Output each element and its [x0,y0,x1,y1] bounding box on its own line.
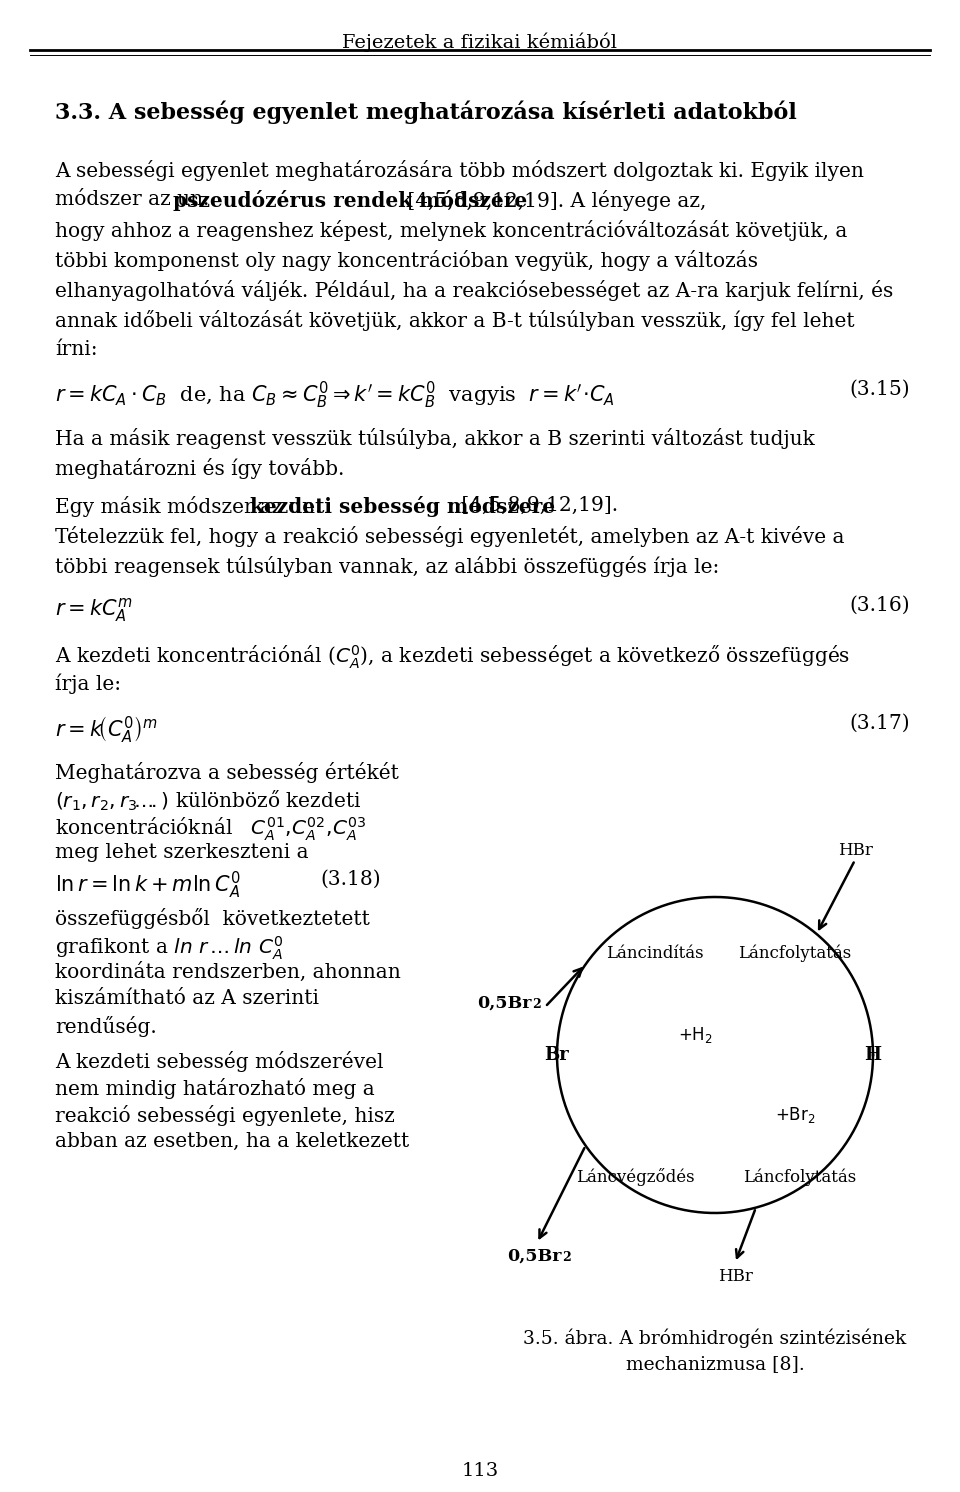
Text: H: H [865,1046,881,1064]
Text: $r = kC_{A} \cdot C_{B}$  de, ha $C_{B} \approx C_{B}^{0} \Rightarrow k' = kC_{B: $r = kC_{A} \cdot C_{B}$ de, ha $C_{B} \… [55,380,615,412]
Text: írja le:: írja le: [55,674,121,694]
Text: írni:: írni: [55,340,98,360]
Text: meghatározni és így tovább.: meghatározni és így tovább. [55,458,345,479]
Text: Egy másik módszer az un.: Egy másik módszer az un. [55,495,327,518]
Text: rendűség.: rendűség. [55,1016,156,1037]
Text: 0,5Br: 0,5Br [507,1247,562,1265]
Text: reakció sebességi egyenlete, hisz: reakció sebességi egyenlete, hisz [55,1106,395,1126]
Text: Láncfolytatás: Láncfolytatás [738,944,852,962]
Text: Tételezzük fel, hogy a reakció sebességi egyenletét, amelyben az A-t kivéve a: Tételezzük fel, hogy a reakció sebességi… [55,527,845,548]
Text: 113: 113 [462,1462,498,1480]
Text: $r = kC_{A}^{m}$: $r = kC_{A}^{m}$ [55,595,132,624]
Text: A sebességi egyenlet meghatározására több módszert dolgoztak ki. Egyik ilyen: A sebességi egyenlet meghatározására töb… [55,160,864,181]
Text: meg lehet szerkeszteni a: meg lehet szerkeszteni a [55,843,308,862]
FancyArrowPatch shape [616,1177,699,1212]
Text: (3.16): (3.16) [850,595,910,615]
Text: pszeudózérus rendek módszere: pszeudózérus rendek módszere [173,189,527,210]
Text: koncentrációknál   $C_{A}^{01},\!C_{A}^{02},\!C_{A}^{03}$: koncentrációknál $C_{A}^{01},\!C_{A}^{02… [55,816,367,843]
Text: Láncindítás: Láncindítás [606,944,704,962]
Text: Meghatározva a sebesség értékét: Meghatározva a sebesség értékét [55,762,398,783]
Text: $+\mathrm{Br}_2$: $+\mathrm{Br}_2$ [775,1106,815,1125]
Text: koordináta rendszerben, ahonnan: koordináta rendszerben, ahonnan [55,962,400,982]
Text: annak időbeli változását követjük, akkor a B-t túlsúlyban vesszük, így fel lehet: annak időbeli változását követjük, akkor… [55,310,854,331]
Text: nem mindig határozható meg a: nem mindig határozható meg a [55,1079,374,1100]
Text: elhanyagolhatóvá váljék. Például, ha a reakciósebességet az A-ra karjuk felírni,: elhanyagolhatóvá váljék. Például, ha a r… [55,280,893,301]
FancyArrowPatch shape [547,968,582,1006]
Text: kezdeti sebesség módszere: kezdeti sebesség módszere [250,495,555,518]
Text: többi reagensek túlsúlyban vannak, az alábbi összefüggés írja le:: többi reagensek túlsúlyban vannak, az al… [55,557,719,577]
Text: (3.17): (3.17) [850,715,910,733]
Text: 3.3. A sebesség egyenlet meghatározása kísérleti adatokból: 3.3. A sebesség egyenlet meghatározása k… [55,100,797,124]
Text: [4,5,8,9,12,19].: [4,5,8,9,12,19]. [455,495,618,515]
Text: 2: 2 [562,1250,571,1264]
Text: $(r_1, r_2, r_3\!\ldots\!.)$ különböző kezdeti: $(r_1, r_2, r_3\!\ldots\!.)$ különböző k… [55,789,361,813]
Text: mechanizmusa [8].: mechanizmusa [8]. [626,1355,804,1373]
Text: (3.18): (3.18) [320,870,380,889]
FancyArrowPatch shape [818,1112,862,1174]
FancyArrowPatch shape [736,1210,755,1258]
Text: Br: Br [544,1046,569,1064]
Text: A kezdeti koncentrációnál ($C_{A}^{0}$), a kezdeti sebességet a következő összef: A kezdeti koncentrációnál ($C_{A}^{0}$),… [55,645,851,671]
Text: 2: 2 [532,998,540,1012]
Text: HBr: HBr [837,841,873,859]
Text: kiszámítható az A szerinti: kiszámítható az A szerinti [55,989,319,1009]
Text: módszer az un.: módszer az un. [55,189,216,209]
FancyArrowPatch shape [540,1149,585,1238]
FancyArrowPatch shape [819,862,853,930]
Text: grafikont a $\mathit{ln}\ r\,\ldots\,\mathit{ln}\ C_{A}^{0}$: grafikont a $\mathit{ln}\ r\,\ldots\,\ma… [55,935,283,962]
Text: Ha a másik reagenst vesszük túlsúlyba, akkor a B szerinti változást tudjuk: Ha a másik reagenst vesszük túlsúlyba, a… [55,428,815,449]
Text: HBr: HBr [717,1268,753,1285]
FancyArrowPatch shape [616,898,699,932]
Text: 0,5Br: 0,5Br [477,995,532,1012]
Text: A kezdeti sebesség módszerével: A kezdeti sebesség módszerével [55,1050,383,1071]
Text: többi komponenst oly nagy koncentrációban vegyük, hogy a változás: többi komponenst oly nagy koncentrációba… [55,251,758,272]
Text: Láncvégződés: Láncvégződés [576,1168,694,1186]
Text: $+\mathrm{H}_2$: $+\mathrm{H}_2$ [678,1025,712,1044]
Text: 3.5. ábra. A brómhidrogén szintézisének: 3.5. ábra. A brómhidrogén szintézisének [523,1328,906,1347]
Text: hogy ahhoz a reagenshez képest, melynek koncentrációváltozását követjük, a: hogy ahhoz a reagenshez képest, melynek … [55,219,848,242]
Text: [4,5,8,9,12,19]. A lényege az,: [4,5,8,9,12,19]. A lényege az, [401,189,707,210]
Text: (3.15): (3.15) [850,380,910,398]
Text: $\ln r = \ln k + m\ln C_{A}^{0}$: $\ln r = \ln k + m\ln C_{A}^{0}$ [55,870,241,901]
Text: Fejezetek a fizikai kémiából: Fejezetek a fizikai kémiából [343,31,617,52]
Text: abban az esetben, ha a keletkezett: abban az esetben, ha a keletkezett [55,1132,409,1150]
Text: $r = k\!\left(C_{A}^{0}\right)^{m}$: $r = k\!\left(C_{A}^{0}\right)^{m}$ [55,715,157,745]
Text: Láncfolytatás: Láncfolytatás [743,1168,856,1186]
Text: összefüggésből  következtetett: összefüggésből következtetett [55,909,370,930]
FancyArrowPatch shape [807,928,862,998]
